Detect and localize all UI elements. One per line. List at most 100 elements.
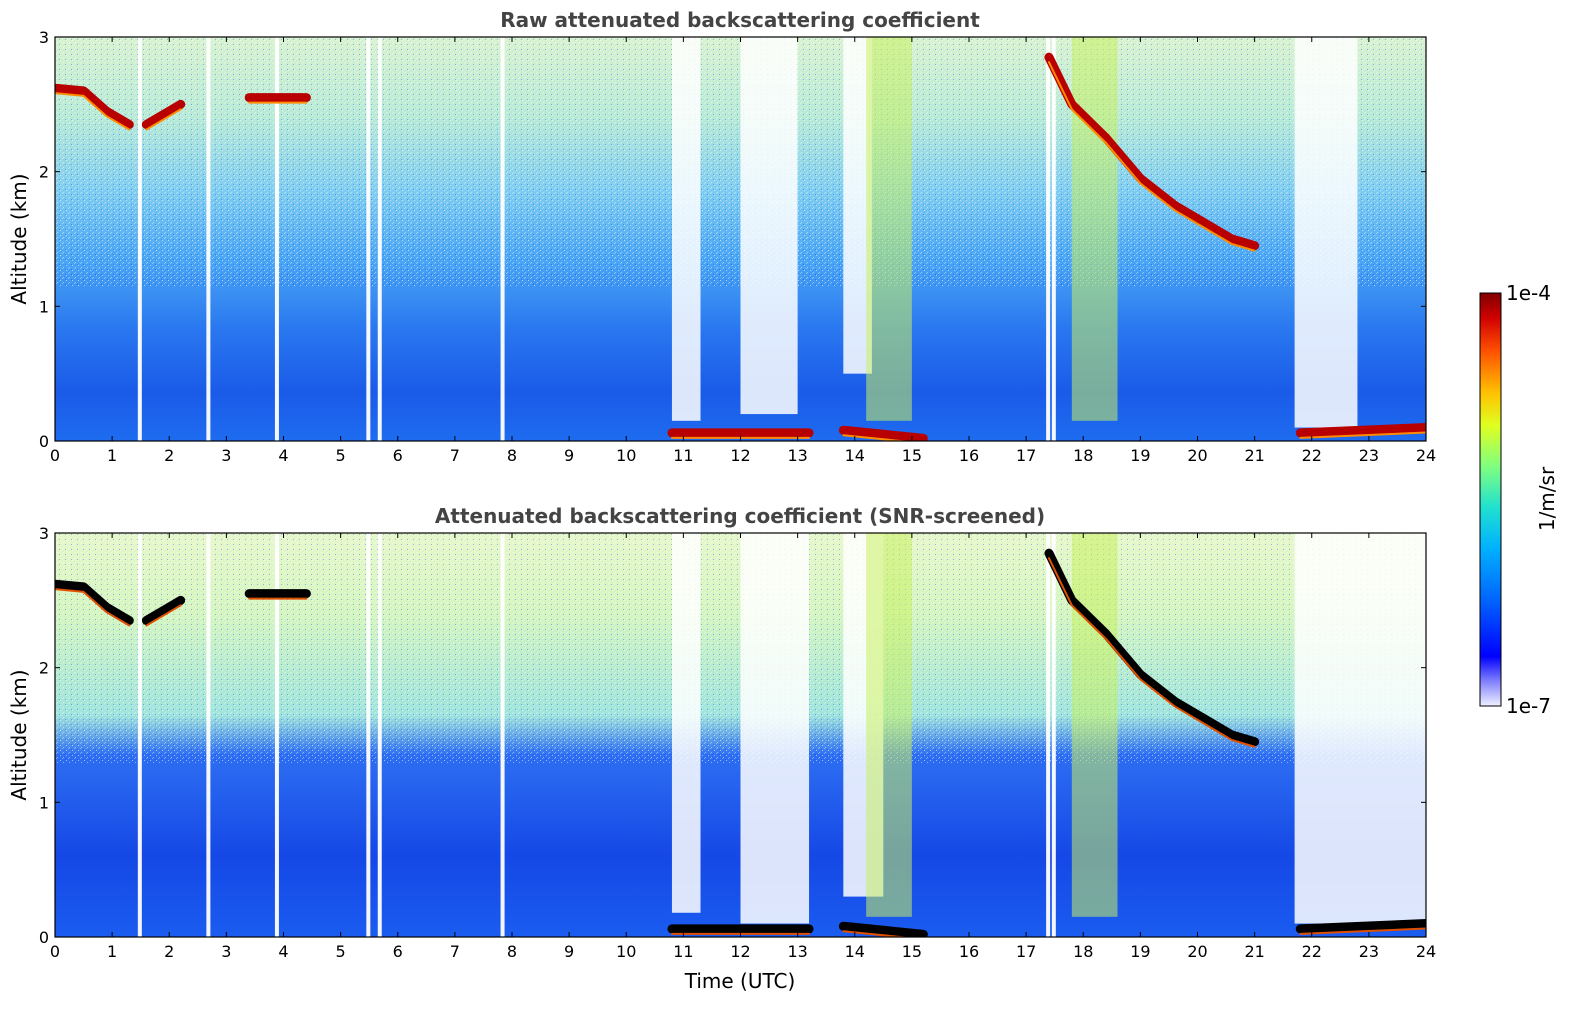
x-tick-label: 1: [107, 446, 117, 465]
descending-cloud-edge: [1047, 557, 1256, 748]
x-tick-label: 4: [278, 446, 288, 465]
data-gap: [366, 37, 371, 441]
cloud-layer: [141, 99, 186, 130]
data-gap: [206, 37, 211, 441]
panel-raw-y-axis: 0 1 2 3: [39, 28, 1426, 451]
clear-sky-region: [740, 37, 798, 415]
x-tick-label: 16: [959, 446, 979, 465]
x-tick-label: 15: [902, 446, 922, 465]
x-tick-label: 18: [1073, 446, 1093, 465]
data-gap: [137, 533, 142, 937]
x-tick-label: 9: [564, 446, 574, 465]
clear-sky-region: [1294, 533, 1426, 924]
y-tick-label: 2: [39, 659, 49, 678]
aerosol-plume: [866, 533, 912, 917]
clear-sky-region: [671, 533, 701, 913]
data-gap: [137, 37, 142, 441]
clear-sky-region: [740, 533, 810, 924]
x-tick-label: 19: [1130, 446, 1150, 465]
panel-screened-gaps: [137, 533, 1426, 937]
cloud-layer-edge: [55, 92, 131, 131]
y-tick-label: 2: [39, 163, 49, 182]
descending-cloud-edge: [1047, 61, 1256, 252]
colorbar-unit-label: 1/m/sr: [1535, 466, 1559, 531]
panel-raw-gaps: [137, 37, 1358, 441]
x-tick-label: 9: [564, 942, 574, 961]
x-tick-label: 20: [1187, 942, 1207, 961]
x-tick-label: 0: [50, 446, 60, 465]
descending-cloud: [1044, 52, 1260, 251]
surface-layer-edge: [1299, 927, 1426, 935]
x-tick-label: 22: [1302, 942, 1322, 961]
cloud-layer-edge: [145, 108, 182, 131]
panel-raw-heatmap: [55, 37, 1426, 441]
x-tick-label: 11: [673, 446, 693, 465]
data-gap: [500, 37, 505, 441]
panel-raw: Raw attenuated backscattering coefficien…: [7, 8, 1436, 465]
data-gap: [1051, 533, 1056, 937]
panel-raw-title: Raw attenuated backscattering coefficien…: [500, 8, 980, 32]
x-tick-label: 21: [1244, 942, 1264, 961]
data-gap: [1046, 37, 1051, 441]
clear-sky-region: [671, 37, 701, 421]
y-tick-label: 3: [39, 28, 49, 47]
x-tick-label: 23: [1359, 446, 1379, 465]
colorbar: 1e-4 1e-7 1/m/sr: [1479, 281, 1559, 718]
x-tick-label: 10: [616, 942, 636, 961]
panel-screened-xlabel: Time (UTC): [684, 969, 796, 993]
x-tick-label: 18: [1073, 942, 1093, 961]
y-tick-label: 3: [39, 524, 49, 543]
x-tick-label: 2: [164, 446, 174, 465]
x-tick-label: 5: [336, 942, 346, 961]
x-tick-label: 12: [730, 446, 750, 465]
x-tick-label: 8: [507, 446, 517, 465]
panel-screened-ylabel: Altitude (km): [7, 669, 31, 800]
aerosol-plume: [1071, 37, 1118, 421]
aerosol-plume: [1071, 533, 1118, 917]
x-tick-label: 7: [450, 446, 460, 465]
surface-layer-edge: [842, 434, 911, 441]
x-tick-label: 19: [1130, 942, 1150, 961]
x-tick-label: 24: [1416, 446, 1436, 465]
x-tick-label: 3: [221, 446, 231, 465]
data-gap: [377, 37, 382, 441]
colorbar-top-label: 1e-4: [1506, 281, 1551, 305]
x-tick-label: 20: [1187, 446, 1207, 465]
x-tick-label: 21: [1244, 446, 1264, 465]
data-gap: [366, 533, 371, 937]
y-tick-label: 1: [39, 297, 49, 316]
y-tick-label: 0: [39, 432, 49, 451]
x-tick-label: 2: [164, 942, 174, 961]
x-tick-label: 17: [1016, 942, 1036, 961]
x-tick-label: 22: [1302, 446, 1322, 465]
x-tick-label: 6: [393, 446, 403, 465]
panel-screened-heatmap: [55, 533, 1426, 937]
surface-layer: [1295, 423, 1426, 438]
panel-screened-title: Attenuated backscattering coefficient (S…: [435, 504, 1045, 528]
x-tick-label: 12: [730, 942, 750, 961]
cloud-layer-edge: [145, 604, 182, 627]
descending-cloud: [1044, 548, 1260, 747]
cloud-layer-edge: [55, 588, 131, 627]
x-tick-label: 7: [450, 942, 460, 961]
cloud-layer: [141, 595, 186, 626]
data-gap: [206, 533, 211, 937]
surface-layer: [1295, 919, 1426, 934]
data-gap: [1051, 37, 1056, 441]
colorbar-gradient: [1479, 292, 1502, 707]
x-tick-label: 11: [673, 942, 693, 961]
panel-raw-features: [55, 52, 1426, 441]
x-tick-label: 23: [1359, 942, 1379, 961]
x-tick-label: 1: [107, 942, 117, 961]
data-gap: [274, 533, 279, 937]
cloud-layer: [55, 579, 134, 626]
surface-layer: [838, 425, 928, 441]
cloud-layer: [55, 83, 134, 130]
x-tick-label: 3: [221, 942, 231, 961]
surface-layer-edge: [842, 930, 911, 937]
x-tick-label: 14: [845, 942, 865, 961]
panel-screened-x-axis: 0 1 2 3 4 5 6 7 8 9 10 11 12 13 14 15 16 17 18 19 20 21 22 23 24: [50, 533, 1436, 961]
clear-sky-region: [1294, 37, 1358, 428]
panel-screened: Attenuated backscattering coefficient (S…: [7, 504, 1436, 993]
y-tick-label: 0: [39, 928, 49, 947]
